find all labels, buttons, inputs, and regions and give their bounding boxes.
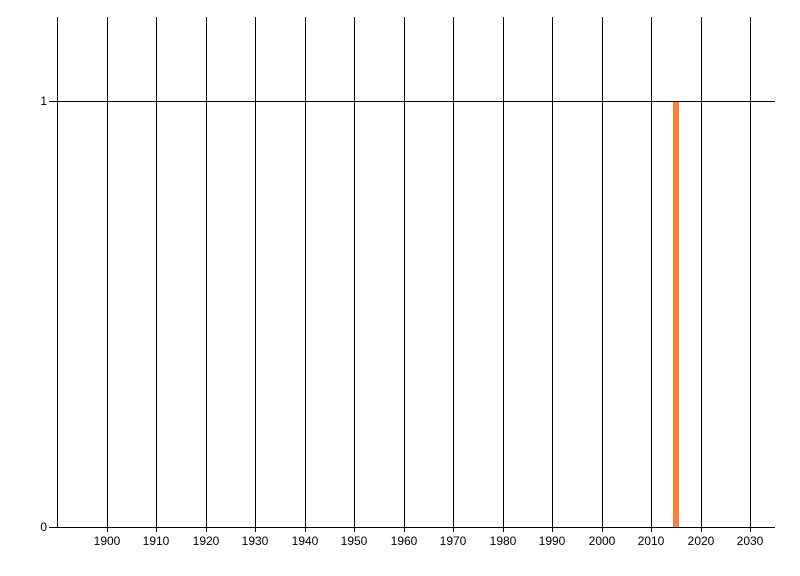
x-tick-label-1900: 1900	[93, 534, 121, 548]
gridline-1890	[57, 17, 58, 527]
gridline-1910	[156, 17, 157, 532]
gridline-2010	[651, 17, 652, 532]
x-tick-label-2000: 2000	[588, 534, 616, 548]
x-tick-label-1960: 1960	[390, 534, 418, 548]
y-tick-label-1: 1	[40, 94, 47, 108]
x-tick-label-1910: 1910	[142, 534, 170, 548]
gridline-1990	[552, 17, 553, 532]
x-tick-label-2010: 2010	[637, 534, 665, 548]
gridline-1980	[503, 17, 504, 532]
x-tick-label-1950: 1950	[340, 534, 368, 548]
gridline-2030	[750, 17, 751, 532]
gridline-1930	[255, 17, 256, 532]
gridline-1960	[404, 17, 405, 532]
gridline-1920	[206, 17, 207, 532]
gridline-1970	[453, 17, 454, 532]
x-tick-label-2020: 2020	[687, 534, 715, 548]
x-axis-line	[49, 527, 775, 528]
gridline-1900	[107, 17, 108, 532]
x-tick-label-1920: 1920	[192, 534, 220, 548]
x-tick-label-2030: 2030	[736, 534, 764, 548]
x-tick-label-1970: 1970	[439, 534, 467, 548]
bar-2015	[673, 101, 679, 527]
x-tick-label-1990: 1990	[538, 534, 566, 548]
gridline-1950	[354, 17, 355, 532]
gridline-2000	[602, 17, 603, 532]
x-tick-label-1940: 1940	[291, 534, 319, 548]
x-tick-label-1980: 1980	[489, 534, 517, 548]
y-value-1-line	[49, 101, 775, 102]
gridline-1940	[305, 17, 306, 532]
gridline-2020	[701, 17, 702, 532]
y-tick-label-0: 0	[40, 520, 47, 534]
x-tick-label-1930: 1930	[241, 534, 269, 548]
